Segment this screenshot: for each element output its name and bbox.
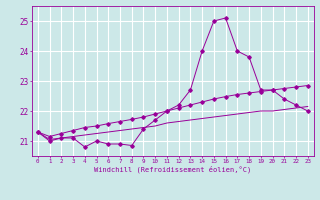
X-axis label: Windchill (Refroidissement éolien,°C): Windchill (Refroidissement éolien,°C) <box>94 166 252 173</box>
